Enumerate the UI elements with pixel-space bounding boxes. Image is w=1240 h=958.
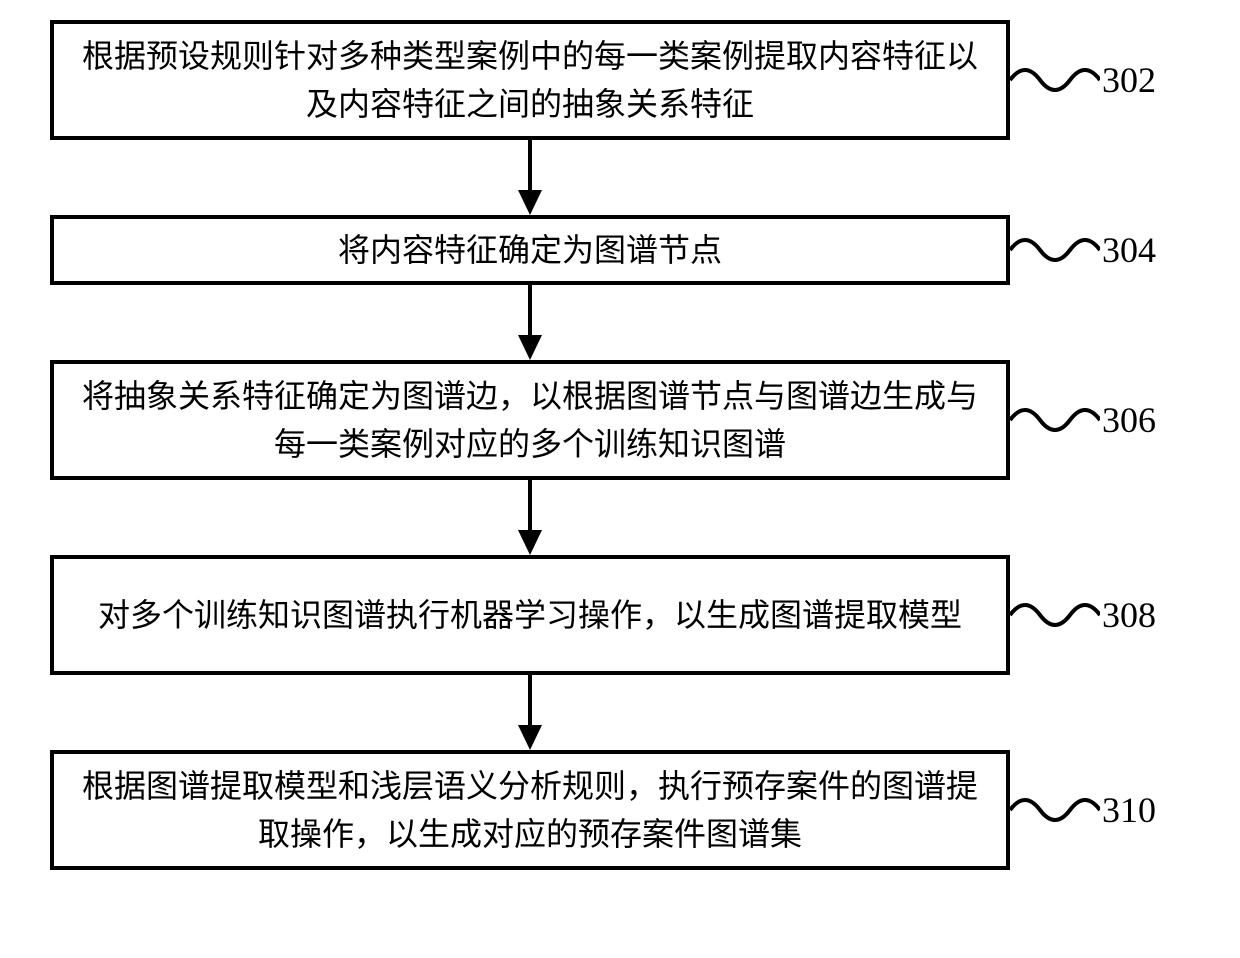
flowchart-container: 根据预设规则针对多种类型案例中的每一类案例提取内容特征以及内容特征之间的抽象关系…	[50, 20, 1190, 870]
step-box-310: 根据图谱提取模型和浅层语义分析规则，执行预存案件的图谱提取操作，以生成对应的预存…	[50, 750, 1010, 870]
wave-connector-icon	[1010, 395, 1100, 445]
step-number: 304	[1102, 229, 1156, 271]
arrow-container	[50, 480, 1010, 555]
step-label-group: 304	[1010, 225, 1156, 275]
step-label-group: 310	[1010, 785, 1156, 835]
step-number: 308	[1102, 594, 1156, 636]
arrow-container	[50, 140, 1010, 215]
step-number: 310	[1102, 789, 1156, 831]
flowchart-step: 根据图谱提取模型和浅层语义分析规则，执行预存案件的图谱提取操作，以生成对应的预存…	[50, 750, 1190, 870]
step-label-group: 302	[1010, 55, 1156, 105]
step-label-group: 308	[1010, 590, 1156, 640]
step-text: 根据预设规则针对多种类型案例中的每一类案例提取内容特征以及内容特征之间的抽象关系…	[74, 32, 986, 128]
down-arrow-icon	[510, 675, 550, 750]
flowchart-step: 将内容特征确定为图谱节点 304	[50, 215, 1190, 285]
down-arrow-icon	[510, 480, 550, 555]
step-text: 对多个训练知识图谱执行机器学习操作，以生成图谱提取模型	[98, 591, 962, 639]
wave-connector-icon	[1010, 55, 1100, 105]
step-box-306: 将抽象关系特征确定为图谱边，以根据图谱节点与图谱边生成与每一类案例对应的多个训练…	[50, 360, 1010, 480]
arrow-container	[50, 675, 1010, 750]
step-box-308: 对多个训练知识图谱执行机器学习操作，以生成图谱提取模型	[50, 555, 1010, 675]
wave-connector-icon	[1010, 785, 1100, 835]
arrow-container	[50, 285, 1010, 360]
wave-connector-icon	[1010, 225, 1100, 275]
flowchart-step: 对多个训练知识图谱执行机器学习操作，以生成图谱提取模型 308	[50, 555, 1190, 675]
down-arrow-icon	[510, 140, 550, 215]
step-label-group: 306	[1010, 395, 1156, 445]
step-box-302: 根据预设规则针对多种类型案例中的每一类案例提取内容特征以及内容特征之间的抽象关系…	[50, 20, 1010, 140]
step-number: 302	[1102, 59, 1156, 101]
flowchart-step: 根据预设规则针对多种类型案例中的每一类案例提取内容特征以及内容特征之间的抽象关系…	[50, 20, 1190, 140]
step-text: 将内容特征确定为图谱节点	[338, 226, 722, 274]
step-number: 306	[1102, 399, 1156, 441]
step-box-304: 将内容特征确定为图谱节点	[50, 215, 1010, 285]
flowchart-step: 将抽象关系特征确定为图谱边，以根据图谱节点与图谱边生成与每一类案例对应的多个训练…	[50, 360, 1190, 480]
step-text: 将抽象关系特征确定为图谱边，以根据图谱节点与图谱边生成与每一类案例对应的多个训练…	[74, 372, 986, 468]
wave-connector-icon	[1010, 590, 1100, 640]
down-arrow-icon	[510, 285, 550, 360]
step-text: 根据图谱提取模型和浅层语义分析规则，执行预存案件的图谱提取操作，以生成对应的预存…	[74, 762, 986, 858]
